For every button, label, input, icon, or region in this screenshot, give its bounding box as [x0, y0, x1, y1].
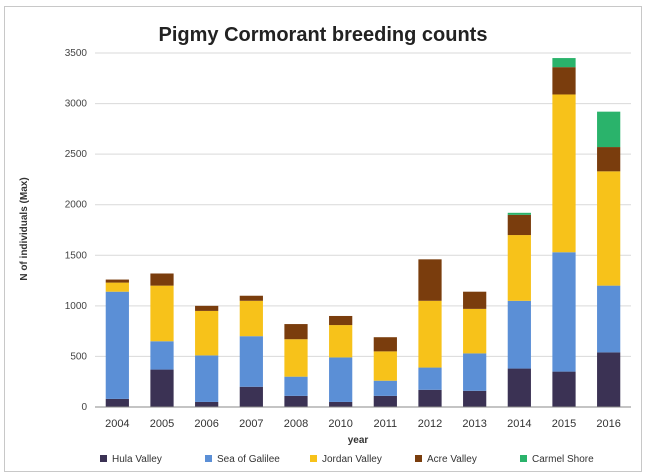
bar-segment-hula-valley — [463, 390, 487, 407]
bar-segment-hula-valley — [329, 401, 353, 407]
bar-segment-hula-valley — [418, 389, 442, 407]
bar-segment-acre-valley — [552, 67, 576, 95]
bar-segment-acre-valley — [597, 147, 621, 172]
legend-label: Carmel Shore — [532, 454, 594, 465]
bar-segment-hula-valley — [552, 371, 576, 407]
x-tick-label: 2014 — [507, 418, 531, 430]
x-tick-label: 2004 — [105, 418, 129, 430]
bar-segment-hula-valley — [150, 369, 174, 407]
chart-frame: Pigmy Cormorant breeding counts 0 500 1000… — [4, 6, 642, 472]
legend-swatch — [415, 455, 422, 462]
x-tick-label: 2013 — [462, 418, 486, 430]
bar-segment-sea-of-galilee — [284, 376, 308, 396]
bar-segment-acre-valley — [418, 259, 442, 301]
bar-segment-acre-valley — [507, 214, 531, 236]
bar-segment-acre-valley — [105, 279, 129, 283]
gridlines — [95, 52, 631, 408]
legend-swatch — [205, 455, 212, 462]
y-tick-label: 3000 — [65, 99, 88, 110]
x-tick-label: 2016 — [596, 418, 620, 430]
x-axis-ticks: 2004 2005 2006 2007 2008 2010 2011 2012 2013 2014… — [105, 418, 621, 430]
bar-segment-carmel-shore — [507, 212, 531, 215]
bar-segment-sea-of-galilee — [373, 380, 397, 396]
y-tick-label: 500 — [70, 351, 87, 362]
bar-segment-hula-valley — [105, 398, 129, 407]
stacked-bar-chart: Pigmy Cormorant breeding counts 0 500 1000… — [19, 24, 631, 465]
legend-label: Sea of Galilee — [217, 454, 280, 465]
legend: Hula Valley Sea of Galilee Jordan Valley Ac… — [100, 454, 594, 465]
bar-segment-jordan-valley — [195, 310, 219, 356]
y-tick-label: 2000 — [65, 200, 88, 211]
bar-segment-acre-valley — [463, 291, 487, 309]
x-tick-label: 2005 — [150, 418, 174, 430]
bar-segment-jordan-valley — [150, 285, 174, 342]
bar-segment-hula-valley — [239, 386, 263, 407]
bar-segment-acre-valley — [329, 315, 353, 326]
bar-segment-jordan-valley — [329, 325, 353, 358]
bar-segment-hula-valley — [507, 368, 531, 407]
legend-label: Hula Valley — [112, 454, 162, 465]
x-tick-label: 2008 — [284, 418, 308, 430]
legend-swatch — [100, 455, 107, 462]
bar-segment-jordan-valley — [239, 300, 263, 337]
bar-segment-sea-of-galilee — [552, 252, 576, 372]
x-tick-label: 2015 — [552, 418, 576, 430]
bars — [105, 58, 621, 407]
bar-segment-sea-of-galilee — [195, 355, 219, 402]
bar-segment-hula-valley — [373, 395, 397, 407]
bar-segment-sea-of-galilee — [418, 367, 442, 390]
bar-segment-jordan-valley — [373, 351, 397, 381]
bar-segment-jordan-valley — [463, 308, 487, 354]
bar-segment-jordan-valley — [418, 300, 442, 368]
bar-segment-sea-of-galilee — [507, 300, 531, 369]
x-tick-label: 2010 — [328, 418, 352, 430]
bar-segment-carmel-shore — [597, 111, 621, 148]
y-axis-ticks: 0 500 1000 1500 2000 2500 3000 3500 — [65, 48, 88, 413]
bar-segment-hula-valley — [195, 401, 219, 407]
bar-segment-sea-of-galilee — [150, 341, 174, 370]
bar-segment-jordan-valley — [597, 171, 621, 286]
bar-segment-sea-of-galilee — [239, 336, 263, 387]
x-tick-label: 2006 — [194, 418, 218, 430]
y-tick-label: 2500 — [65, 149, 88, 160]
bar-segment-jordan-valley — [552, 94, 576, 253]
x-axis-label: year — [348, 435, 369, 446]
bar-segment-sea-of-galilee — [597, 285, 621, 353]
bar-segment-hula-valley — [284, 395, 308, 407]
chart-title: Pigmy Cormorant breeding counts — [159, 24, 488, 46]
legend-swatch — [520, 455, 527, 462]
x-tick-label: 2012 — [418, 418, 442, 430]
y-tick-label: 1500 — [65, 250, 88, 261]
legend-swatch — [310, 455, 317, 462]
bar-segment-jordan-valley — [105, 282, 129, 292]
bar-segment-carmel-shore — [552, 58, 576, 68]
legend-label: Jordan Valley — [322, 454, 382, 465]
x-tick-label: 2007 — [239, 418, 263, 430]
bar-segment-sea-of-galilee — [463, 353, 487, 391]
bar-segment-jordan-valley — [507, 235, 531, 301]
bar-segment-acre-valley — [195, 305, 219, 311]
bar-segment-sea-of-galilee — [329, 357, 353, 402]
bar-segment-acre-valley — [284, 324, 308, 340]
bar-segment-hula-valley — [597, 352, 621, 407]
x-tick-label: 2011 — [374, 418, 398, 430]
y-tick-label: 3500 — [65, 48, 88, 59]
y-tick-label: 0 — [81, 402, 87, 413]
legend-label: Acre Valley — [427, 454, 477, 465]
bar-segment-sea-of-galilee — [105, 291, 129, 399]
y-tick-label: 1000 — [65, 301, 88, 312]
bar-segment-acre-valley — [373, 337, 397, 352]
bar-segment-acre-valley — [150, 273, 174, 286]
y-axis-label: N of individuals (Max) — [19, 177, 30, 280]
bar-segment-jordan-valley — [284, 339, 308, 377]
bar-segment-acre-valley — [239, 295, 263, 301]
